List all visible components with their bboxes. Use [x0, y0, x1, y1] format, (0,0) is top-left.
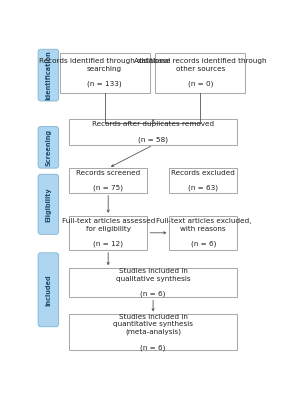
FancyBboxPatch shape [60, 53, 150, 93]
Text: Records screened

(n = 75): Records screened (n = 75) [76, 170, 140, 191]
Text: Records excluded

(n = 63): Records excluded (n = 63) [171, 170, 235, 191]
FancyBboxPatch shape [38, 49, 59, 101]
Text: Full-text articles assessed
for eligibility

(n = 12): Full-text articles assessed for eligibil… [61, 218, 155, 247]
FancyBboxPatch shape [69, 119, 237, 145]
FancyBboxPatch shape [38, 126, 59, 168]
FancyBboxPatch shape [155, 53, 245, 93]
FancyBboxPatch shape [169, 216, 237, 250]
Text: Studies included in
quantitative synthesis
(meta-analysis)

(n = 6): Studies included in quantitative synthes… [113, 314, 193, 351]
Text: Included: Included [45, 274, 51, 306]
FancyBboxPatch shape [69, 168, 147, 193]
Text: Screening: Screening [45, 129, 51, 166]
FancyBboxPatch shape [69, 216, 147, 250]
Text: Records after duplicates removed

(n = 58): Records after duplicates removed (n = 58… [92, 121, 214, 143]
Text: Full-text articles excluded,
with reasons

(n = 6): Full-text articles excluded, with reason… [156, 218, 251, 247]
Text: Records identified through database
searching

(n = 133): Records identified through database sear… [39, 58, 170, 87]
FancyBboxPatch shape [38, 253, 59, 327]
FancyBboxPatch shape [69, 314, 237, 350]
Text: Studies included in
qualitative synthesis

(n = 6): Studies included in qualitative synthesi… [116, 268, 191, 297]
FancyBboxPatch shape [169, 168, 237, 193]
Text: Eligibility: Eligibility [45, 187, 51, 222]
Text: Identification: Identification [45, 50, 51, 100]
Text: Additional records identified through
other sources

(n = 0): Additional records identified through ot… [134, 58, 267, 87]
FancyBboxPatch shape [38, 174, 59, 234]
FancyBboxPatch shape [69, 268, 237, 298]
